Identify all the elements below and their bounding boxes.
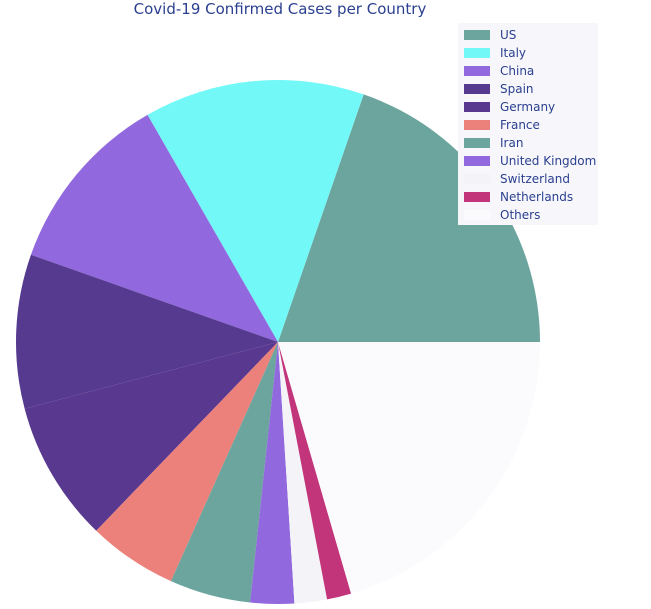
legend-label: China: [500, 64, 535, 78]
pie-slice-germany[interactable]: [24, 342, 279, 531]
legend-label: Italy: [500, 46, 527, 60]
legend-swatch: [464, 30, 490, 40]
legend-label: US: [500, 28, 517, 42]
pie-slice-others[interactable]: [278, 342, 540, 594]
pie-slice-italy[interactable]: [147, 80, 364, 343]
legend-item-netherlands[interactable]: Netherlands: [458, 188, 598, 206]
legend-swatch: [464, 120, 490, 130]
legend-swatch: [464, 156, 490, 166]
legend-label: Germany: [500, 100, 556, 114]
pie-slice-us[interactable]: [278, 94, 541, 342]
pie-slice-china[interactable]: [30, 114, 278, 342]
legend-swatch: [464, 210, 490, 220]
legend-item-china[interactable]: China: [458, 62, 598, 80]
legend-label: Netherlands: [500, 190, 574, 204]
legend-swatch: [464, 174, 490, 184]
legend-item-france[interactable]: France: [458, 116, 598, 134]
pie-slices: [16, 80, 541, 604]
legend-item-italy[interactable]: Italy: [458, 44, 598, 62]
legend-label: Iran: [500, 136, 524, 150]
legend-item-switzerland[interactable]: Switzerland: [458, 170, 598, 188]
legend-item-germany[interactable]: Germany: [458, 98, 598, 116]
legend-swatch: [464, 102, 490, 112]
legend-swatch: [464, 66, 490, 76]
pie-slice-spain[interactable]: [16, 254, 278, 409]
legend-label: Others: [500, 208, 541, 222]
legend-swatch: [464, 138, 490, 148]
legend-label: Spain: [500, 82, 534, 96]
legend-item-us[interactable]: US: [458, 26, 598, 44]
legend-item-united-kingdom[interactable]: United Kingdom: [458, 152, 598, 170]
pie-slice-iran[interactable]: [170, 342, 278, 603]
legend: US Italy China Spain Germany France Iran United…: [458, 23, 598, 225]
legend-label: France: [500, 118, 540, 132]
chart-title: Covid-19 Confirmed Cases per Country: [133, 0, 427, 18]
legend-swatch: [464, 84, 490, 94]
legend-item-iran[interactable]: Iran: [458, 134, 598, 152]
legend-swatch: [464, 48, 490, 58]
legend-item-others[interactable]: Others: [458, 206, 598, 224]
legend-label: Switzerland: [500, 172, 570, 186]
legend-swatch: [464, 192, 490, 202]
pie-slice-france[interactable]: [96, 342, 278, 582]
legend-label: United Kingdom: [500, 154, 597, 168]
pie-slice-switzerland[interactable]: [278, 342, 328, 604]
legend-item-spain[interactable]: Spain: [458, 80, 598, 98]
pie-slice-netherlands[interactable]: [278, 342, 352, 600]
pie-slice-united-kingdom[interactable]: [250, 342, 295, 604]
